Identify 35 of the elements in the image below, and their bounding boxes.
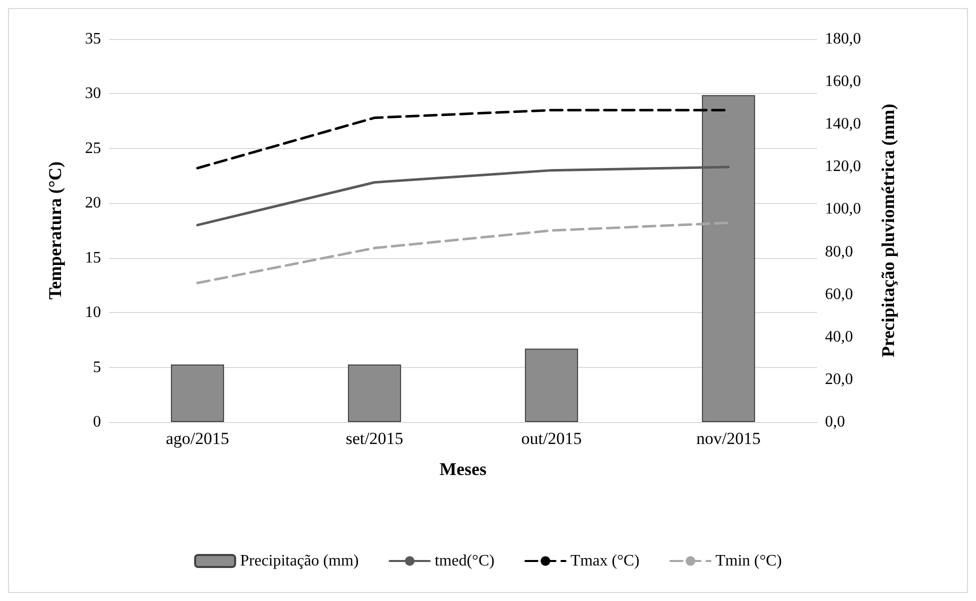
y2-tick-label: 140,0 [825,116,861,133]
legend-label: Tmax (°C) [570,552,640,570]
y-tick-label: 20 [85,194,101,212]
y-tick-label: 5 [93,358,101,376]
x-tick-label: ago/2015 [166,429,230,448]
bar [702,95,756,422]
y-tick-label: 25 [85,140,101,157]
x-axis-title: Meses [440,459,486,479]
x-tick-label: nov/2015 [696,429,761,448]
y-tick-label: 0 [93,414,101,430]
y2-tick-label: 80,0 [825,243,853,260]
y-tick-label: 10 [85,304,101,322]
x-tick-label: out/2015 [521,429,582,448]
y2-tick-label: 0,0 [825,414,845,430]
line-series [196,166,730,226]
y-tick-label: 30 [85,85,101,102]
y2-tick-label: 100,0 [825,200,861,218]
bar [524,348,578,422]
y2-tick-label: 120,0 [825,158,861,176]
x-tick-label: set/2015 [346,429,404,448]
y-tick-label: 15 [85,249,101,266]
legend-label: Precipitação (mm) [240,552,359,570]
y2-tick-label: 40,0 [825,328,853,346]
bar [170,364,224,422]
legend-label: Tmin (°C) [715,552,782,570]
y-tick-label: 35 [85,30,101,48]
y2-tick-label: 180,0 [825,30,861,48]
y2-axis-title: Precipitação pluviométrica (mm) [878,104,898,358]
bar [348,364,402,422]
y2-tick-label: 160,0 [825,73,861,90]
y2-tick-label: 60,0 [825,286,853,303]
legend-label: tmed(°C) [434,552,494,570]
y-axis-title: Temperatura (°C) [45,161,65,300]
y2-tick-label: 20,0 [825,370,853,388]
line-series [196,222,730,284]
